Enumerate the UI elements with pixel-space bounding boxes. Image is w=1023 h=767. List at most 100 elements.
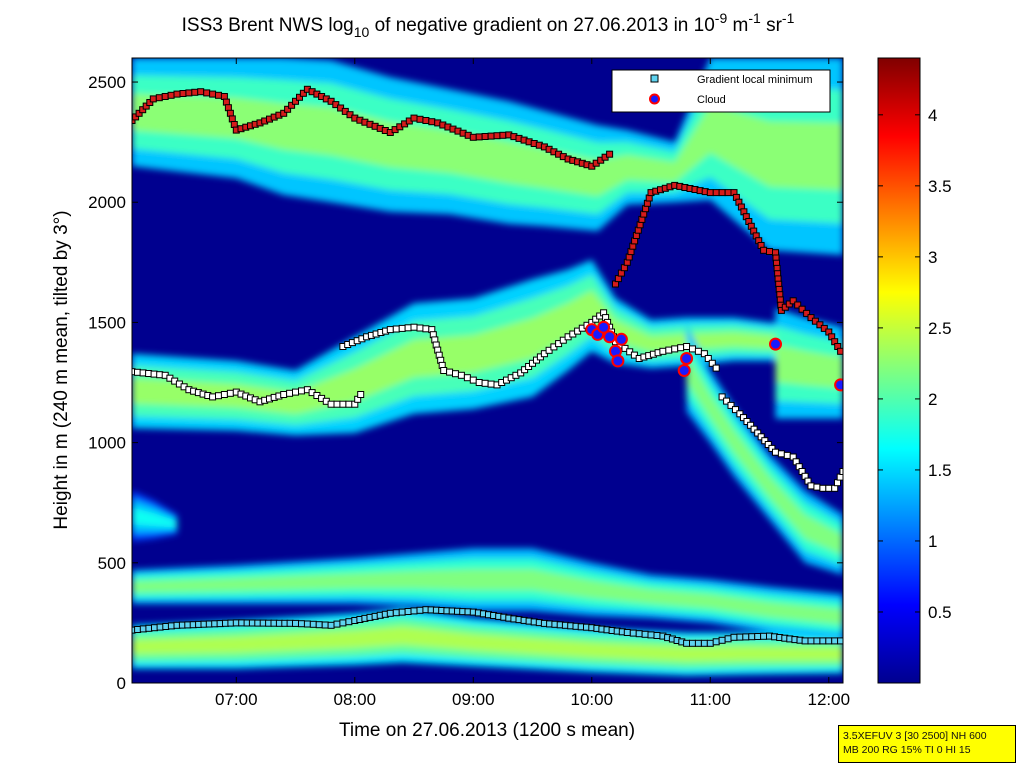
minimum-marker xyxy=(410,323,418,331)
minimum-marker xyxy=(284,105,292,113)
minimum-marker xyxy=(209,393,217,401)
minimum-marker xyxy=(694,347,702,355)
minimum-marker xyxy=(215,91,222,99)
y-tick-label: 500 xyxy=(98,554,126,573)
minimum-marker xyxy=(706,189,714,197)
minimum-marker xyxy=(203,89,211,97)
minimum-marker xyxy=(469,133,477,141)
colorbar-tick-label: 0.5 xyxy=(928,603,952,622)
minimum-marker xyxy=(683,343,691,350)
minimum-marker xyxy=(659,347,667,355)
cloud-marker xyxy=(597,320,611,334)
minimum-marker xyxy=(392,325,400,333)
y-tick-label: 0 xyxy=(117,674,126,693)
minimum-marker xyxy=(689,639,696,647)
minimum-marker xyxy=(280,109,288,117)
minimum-marker xyxy=(226,389,234,397)
plot-area: 07:00 08:00 09:00 10:00 11:00 12:00 0 500 1000 1… xyxy=(88,57,850,709)
heatmap-layer xyxy=(686,338,843,566)
minimum-marker xyxy=(683,639,691,647)
minimum-marker xyxy=(704,355,712,362)
cloud-marker xyxy=(680,352,694,365)
minimum-marker xyxy=(727,401,735,409)
minimum-marker xyxy=(772,448,779,456)
cloud-marker xyxy=(769,337,782,351)
heatmap-layer-core xyxy=(686,353,843,555)
minimum-marker xyxy=(422,117,430,124)
minimum-marker xyxy=(653,632,661,639)
minimum-marker xyxy=(694,639,702,647)
minimum-marker xyxy=(700,350,708,358)
minimum-marker xyxy=(404,324,412,332)
heatmap-layer-core xyxy=(132,507,177,528)
minimum-marker xyxy=(327,400,335,408)
x-tick-label: 11:00 xyxy=(690,690,731,709)
minimum-marker xyxy=(132,117,136,124)
minimum-marker xyxy=(463,374,471,382)
minimum-marker xyxy=(742,633,750,641)
minimum-marker xyxy=(457,371,465,379)
minimum-marker xyxy=(345,618,353,626)
minimum-marker xyxy=(777,450,785,458)
minimum-marker xyxy=(760,246,768,254)
parameter-line-1: 3.5XEFUV 3 [30 2500] NH 600 xyxy=(843,730,987,742)
minimum-marker xyxy=(398,324,406,332)
minimum-marker xyxy=(493,132,501,140)
minimum-marker xyxy=(487,132,495,140)
heatmap-layer-core xyxy=(132,626,843,662)
minimum-marker xyxy=(327,621,335,629)
minimum-marker xyxy=(811,317,819,325)
minimum-marker xyxy=(481,379,489,387)
minimum-marker xyxy=(298,620,305,628)
minimum-marker xyxy=(321,621,329,629)
minimum-marker xyxy=(825,484,833,492)
minimum-marker xyxy=(345,400,353,408)
minimum-marker xyxy=(807,314,815,322)
minimum-marker xyxy=(481,133,489,140)
minimum-marker xyxy=(179,90,187,97)
minimum-marker xyxy=(135,109,143,117)
minimum-marker xyxy=(298,387,305,395)
minimum-marker xyxy=(671,345,679,353)
minimum-marker xyxy=(825,637,833,645)
minimum-marker xyxy=(736,633,744,641)
minimum-marker xyxy=(209,90,217,98)
parameter-line-2: MB 200 RG 15% TI 0 HI 15 xyxy=(843,744,971,756)
minimum-marker xyxy=(641,630,649,638)
minimum-marker xyxy=(299,89,307,97)
heatmap-layer-core xyxy=(132,290,843,414)
minimum-marker xyxy=(173,90,181,98)
minimum-marker xyxy=(142,102,150,110)
minimum-marker xyxy=(197,88,205,96)
minimum-marker xyxy=(757,433,765,441)
minimum-marker xyxy=(712,364,720,372)
minimum-marker xyxy=(292,97,299,105)
minimum-marker xyxy=(392,609,400,617)
minimum-marker xyxy=(754,633,762,640)
minimum-marker xyxy=(422,325,430,333)
minimum-marker xyxy=(708,359,716,367)
minimum-marker xyxy=(215,392,222,400)
minimum-marker xyxy=(416,606,424,614)
minimum-marker xyxy=(647,631,655,639)
minimum-marker xyxy=(730,633,738,641)
minimum-marker xyxy=(635,630,643,638)
minimum-marker xyxy=(798,305,806,313)
minimum-marker xyxy=(732,406,739,414)
minimum-marker xyxy=(794,301,802,309)
minimum-marker xyxy=(288,101,296,109)
minimum-marker xyxy=(712,638,720,646)
minimum-marker xyxy=(292,388,299,396)
minimum-marker xyxy=(410,607,418,615)
minimum-marker xyxy=(446,368,454,376)
minimum-marker xyxy=(315,621,323,629)
minimum-marker xyxy=(803,309,811,317)
minimum-marker xyxy=(837,637,843,645)
parameter-info-box: 3.5XEFUV 3 [30 2500] NH 600 MB 200 RG 15… xyxy=(838,725,1016,763)
minimum-marker xyxy=(606,150,614,158)
minimum-marker xyxy=(185,89,193,97)
minimum-marker xyxy=(333,620,341,628)
minimum-marker xyxy=(718,636,726,644)
y-tick-label: 1500 xyxy=(88,313,126,332)
